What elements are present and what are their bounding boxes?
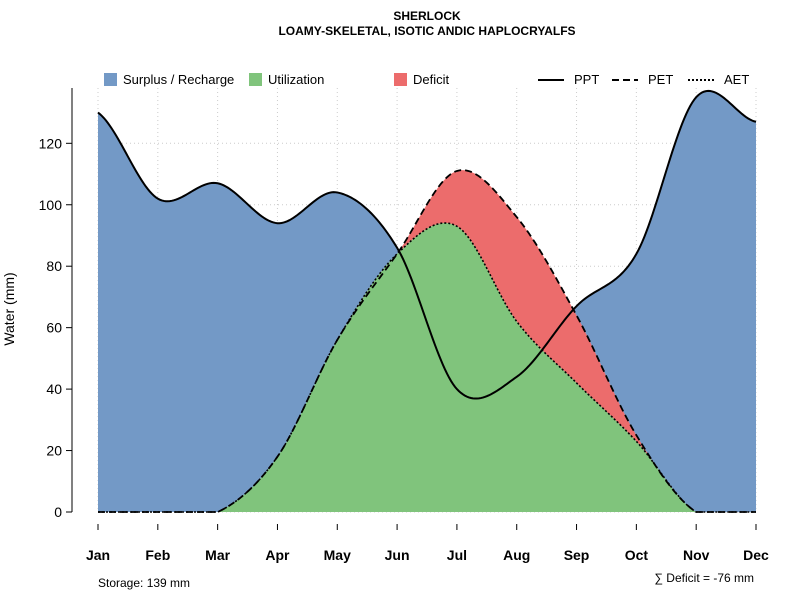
legend: Surplus / Recharge Utilization Deficit PPT P… bbox=[104, 72, 749, 87]
x-tick-label-feb: Feb bbox=[145, 547, 170, 563]
chart-title: SHERLOCK bbox=[393, 9, 461, 23]
y-tick-label-40: 40 bbox=[46, 381, 62, 397]
legend-label-deficit: Deficit bbox=[413, 72, 450, 87]
axes bbox=[66, 88, 757, 530]
legend-label-aet: AET bbox=[724, 72, 749, 87]
deficit-label: ∑ Deficit = -76 mm bbox=[654, 571, 754, 585]
legend-label-pet: PET bbox=[648, 72, 673, 87]
x-tick-label-aug: Aug bbox=[503, 547, 530, 563]
legend-label-utilization: Utilization bbox=[268, 72, 324, 87]
x-tick-labels: Jan Feb Mar Apr May Jun Jul Aug Sep Oct Nov Dec bbox=[86, 547, 769, 563]
storage-label: Storage: 139 mm bbox=[98, 576, 190, 590]
aet-line bbox=[98, 222, 756, 513]
legend-swatch-surplus-recharge bbox=[104, 73, 117, 86]
pet-line bbox=[98, 169, 756, 513]
y-axis-label: Water (mm) bbox=[1, 272, 17, 345]
x-tick-label-oct: Oct bbox=[625, 547, 649, 563]
area-fills bbox=[98, 90, 756, 513]
y-tick-label-120: 120 bbox=[39, 135, 63, 151]
x-tick-label-jul: Jul bbox=[447, 547, 467, 563]
x-tick-label-sep: Sep bbox=[564, 547, 590, 563]
y-tick-label-100: 100 bbox=[39, 197, 63, 213]
y-tick-label-20: 20 bbox=[46, 443, 62, 459]
x-tick-label-jan: Jan bbox=[86, 547, 110, 563]
ppt-line bbox=[97, 89, 757, 400]
y-tick-label-60: 60 bbox=[46, 320, 62, 336]
x-tick-label-apr: Apr bbox=[265, 547, 290, 563]
x-tick-label-mar: Mar bbox=[205, 547, 230, 563]
series-lines bbox=[97, 89, 757, 513]
legend-label-ppt: PPT bbox=[574, 72, 599, 87]
utilization-area bbox=[98, 222, 756, 513]
legend-swatch-utilization bbox=[249, 73, 262, 86]
y-tick-label-0: 0 bbox=[54, 504, 62, 520]
chart-subtitle: LOAMY-SKELETAL, ISOTIC ANDIC HAPLOCRYALF… bbox=[278, 24, 575, 38]
y-tick-labels: 0 20 40 60 80 100 120 bbox=[39, 135, 63, 520]
x-tick-label-dec: Dec bbox=[743, 547, 769, 563]
x-tick-label-nov: Nov bbox=[683, 547, 710, 563]
x-tick-label-jun: Jun bbox=[385, 547, 410, 563]
legend-swatch-deficit bbox=[394, 73, 407, 86]
x-tick-label-may: May bbox=[324, 547, 351, 563]
legend-label-surplus-recharge: Surplus / Recharge bbox=[123, 72, 234, 87]
y-tick-label-80: 80 bbox=[46, 258, 62, 274]
